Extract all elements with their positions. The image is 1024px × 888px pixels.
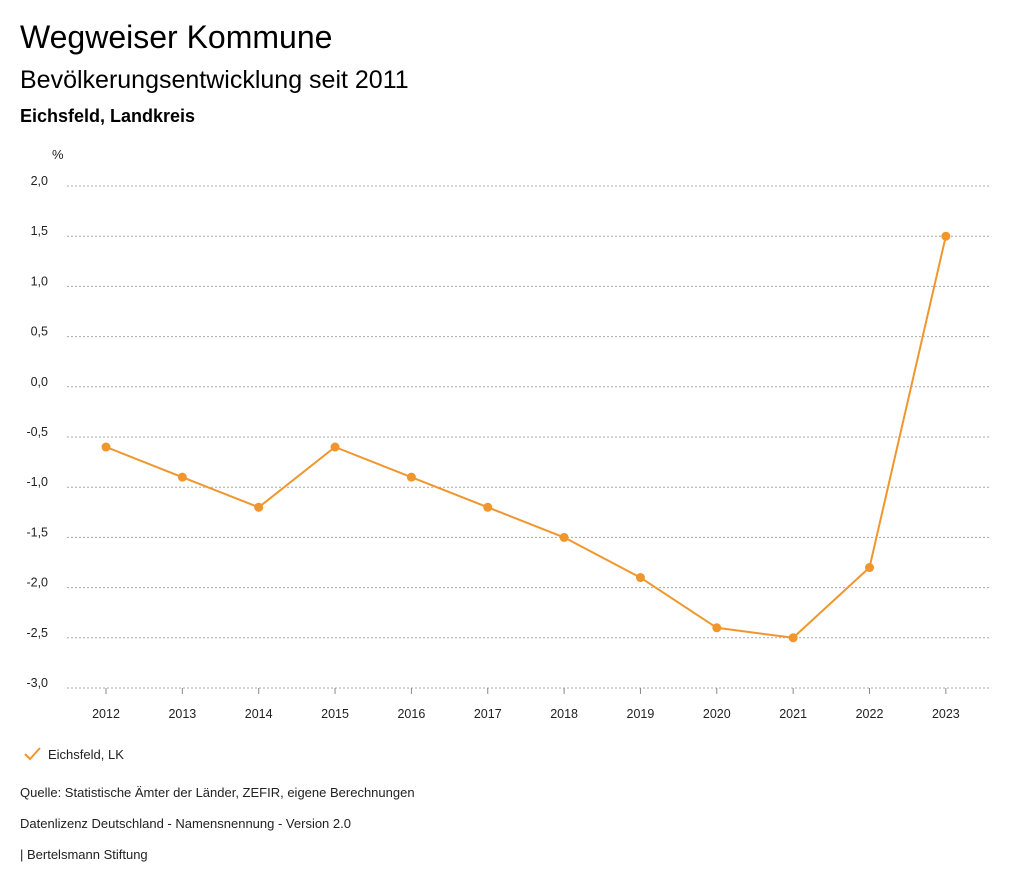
region-label: Eichsfeld, Landkreis bbox=[20, 106, 196, 126]
y-tick-label: 1,5 bbox=[31, 224, 48, 238]
x-tick-label: 2020 bbox=[703, 707, 731, 721]
y-tick-label: 0,0 bbox=[31, 375, 48, 389]
data-point bbox=[254, 502, 264, 512]
y-axis-unit: % bbox=[52, 147, 64, 162]
data-point bbox=[330, 442, 340, 452]
x-tick-label: 2023 bbox=[932, 707, 960, 721]
data-point bbox=[559, 532, 569, 542]
x-tick-label: 2012 bbox=[92, 707, 120, 721]
data-point bbox=[483, 502, 493, 512]
page-title: Wegweiser Kommune bbox=[20, 19, 333, 55]
data-point bbox=[406, 472, 416, 482]
x-tick-label: 2021 bbox=[779, 707, 807, 721]
x-tick-label: 2017 bbox=[474, 707, 502, 721]
data-point bbox=[712, 623, 722, 633]
legend-label: Eichsfeld, LK bbox=[48, 746, 124, 762]
y-tick-label: 0,5 bbox=[31, 325, 48, 339]
y-tick-label: 2,0 bbox=[31, 174, 48, 188]
data-point bbox=[865, 563, 874, 573]
x-tick-label: 2014 bbox=[245, 707, 273, 721]
data-point bbox=[788, 633, 798, 643]
x-tick-label: 2018 bbox=[550, 707, 578, 721]
data-point bbox=[635, 573, 645, 583]
series-line bbox=[105, 235, 947, 639]
publisher-note: | Bertelsmann Stiftung bbox=[20, 847, 148, 862]
x-tick-label: 2019 bbox=[627, 707, 655, 721]
y-tick-label: 1,0 bbox=[31, 274, 48, 288]
y-tick-label: -2,5 bbox=[26, 626, 48, 640]
line-chart: % 2,0 1,5 1,0 0,5 0,0 -0,5 -1,0 -1,5 -2,0 -2,5 -3,0… bbox=[26, 147, 990, 721]
source-note: Quelle: Statistische Ämter der Länder, Z… bbox=[20, 785, 415, 800]
y-tick-label: -1,0 bbox=[26, 475, 48, 489]
data-point bbox=[941, 231, 951, 241]
y-tick-label: -3,0 bbox=[26, 676, 48, 690]
x-tick-label: 2016 bbox=[397, 707, 425, 721]
data-point bbox=[101, 442, 111, 452]
y-tick-label: -0,5 bbox=[26, 425, 48, 439]
x-tick-label: 2022 bbox=[856, 707, 884, 721]
y-tick-label: -1,5 bbox=[26, 525, 48, 539]
check-icon bbox=[24, 747, 41, 761]
x-tick-label: 2013 bbox=[168, 707, 196, 721]
chart-subtitle: Bevölkerungsentwicklung seit 2011 bbox=[20, 66, 409, 94]
chart-legend[interactable]: Eichsfeld, LK bbox=[22, 744, 124, 764]
x-tick-label: 2015 bbox=[321, 707, 349, 721]
data-point bbox=[177, 472, 187, 482]
license-note: Datenlizenz Deutschland - Namensnennung … bbox=[20, 816, 351, 831]
y-tick-label: -2,0 bbox=[26, 576, 48, 590]
